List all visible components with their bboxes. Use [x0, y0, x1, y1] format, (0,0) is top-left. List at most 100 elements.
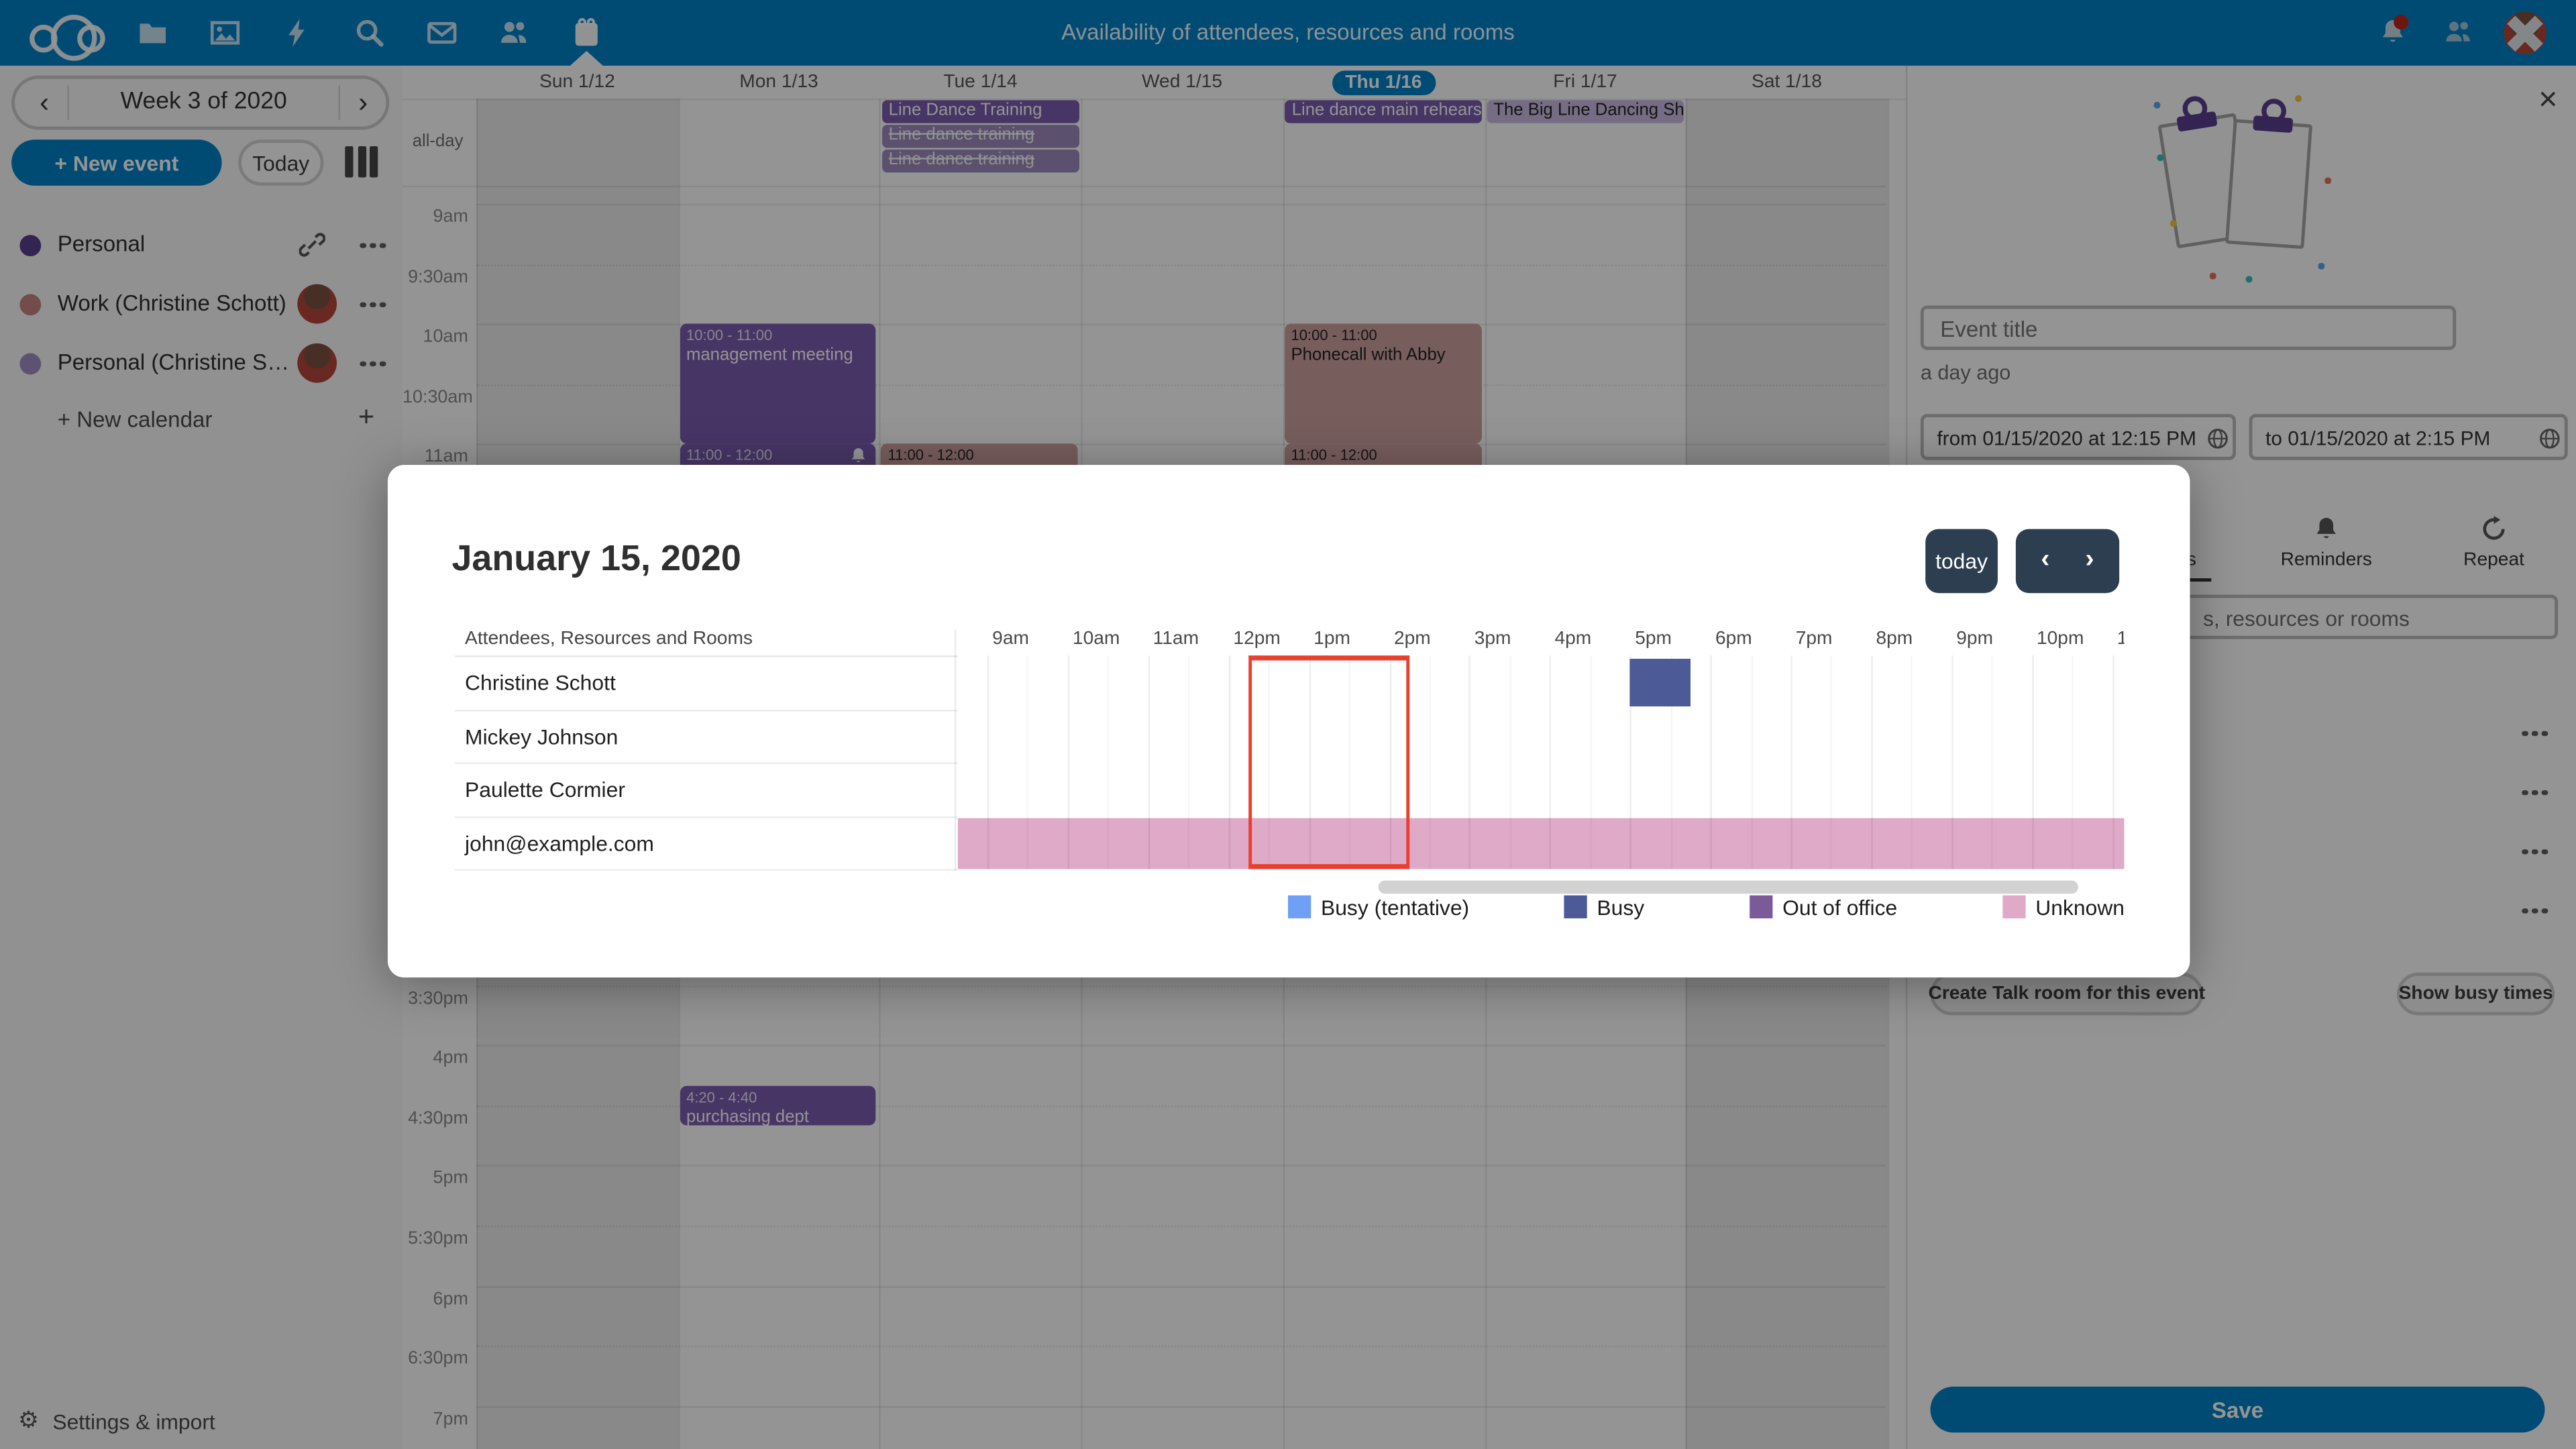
names-grid-divider	[954, 629, 957, 871]
calendar-list-item[interactable]: Personal (Christine Scho…	[0, 340, 402, 386]
timeline-hour-line	[1951, 655, 1953, 870]
active-app-notch	[570, 50, 603, 66]
start-datetime-value: from 01/15/2020 at 12:15 PM	[1937, 427, 2196, 451]
week-switcher-divider	[338, 85, 340, 120]
timeline-hour-label: 8pm	[1876, 629, 1913, 649]
timeline-hour-label: 1pm	[1313, 629, 1350, 649]
calendar-list-item[interactable]: Personal	[0, 222, 402, 268]
user-avatar[interactable]	[2504, 11, 2546, 54]
hour-gridline	[476, 1165, 1886, 1167]
settings-import-button[interactable]: ⚙ Settings & import	[0, 1400, 402, 1446]
show-busy-times-button[interactable]: Show busy times	[2397, 972, 2555, 1016]
timeline-half-hour-line	[1831, 655, 1832, 869]
timeline-hour-line	[2031, 655, 2034, 870]
contacts-menu-icon[interactable]	[2445, 18, 2473, 46]
time-gutter-label: 6:30pm	[408, 1348, 468, 1369]
time-gutter-label: 11am	[424, 447, 468, 468]
next-week-button[interactable]: ›	[358, 87, 368, 119]
time-gutter-label: 4:30pm	[408, 1108, 468, 1128]
nextcloud-logo[interactable]	[30, 13, 105, 61]
files-app-icon[interactable]	[138, 18, 168, 48]
confetti-dot	[2295, 95, 2301, 101]
day-header[interactable]: Wed 1/15	[1141, 72, 1223, 93]
attendee-name: Paulette Cormier	[465, 777, 625, 802]
calendar-list-item[interactable]: Work (Christine Schott)	[0, 281, 402, 327]
timezone-globe-icon[interactable]	[2538, 427, 2561, 450]
calendar-actions-menu[interactable]	[360, 241, 386, 250]
modal-today-button[interactable]: today	[1925, 529, 1998, 594]
view-grid-bar	[357, 146, 366, 178]
day-header[interactable]: Tue 1/14	[943, 72, 1018, 93]
calendar-color-dot	[19, 235, 42, 257]
day-header[interactable]: Mon 1/13	[739, 72, 818, 93]
allday-separator	[402, 185, 1886, 188]
tab-reminders[interactable]: Reminders	[2253, 513, 2400, 582]
close-sidebar-icon[interactable]: ×	[2538, 82, 2558, 119]
notifications-bell-icon[interactable]	[2379, 15, 2409, 46]
timed-event[interactable]: 10:00 - 11:00 management meeting	[680, 323, 877, 444]
event-title-input[interactable]: Event title	[1920, 305, 2457, 350]
calendar-app-icon[interactable]	[572, 17, 601, 48]
activity-app-icon[interactable]	[282, 18, 312, 48]
hour-gridline	[476, 323, 1886, 326]
previous-week-button[interactable]: ‹	[40, 87, 50, 119]
calendar-actions-menu[interactable]	[360, 301, 386, 309]
today-button[interactable]: Today	[238, 140, 324, 186]
timeline-hour-line	[1148, 655, 1150, 870]
half-hour-gridline	[476, 264, 1886, 266]
view-grid-icon[interactable]	[345, 146, 378, 179]
attendee-actions-menu[interactable]	[2522, 789, 2548, 797]
save-button[interactable]: Save	[1930, 1386, 2545, 1433]
timed-event[interactable]: 10:00 - 11:00 Phonecall with Abby	[1284, 323, 1481, 444]
attendee-actions-menu[interactable]	[2522, 848, 2548, 856]
allday-event[interactable]: Line dance training	[881, 149, 1079, 172]
week-label: Week 3 of 2020	[120, 89, 287, 115]
day-header[interactable]: Fri 1/17	[1553, 72, 1617, 93]
bell-icon	[2313, 516, 2339, 542]
legend-label: Busy (tentative)	[1320, 895, 1470, 920]
timeline-hour-label: 2pm	[1393, 629, 1431, 649]
day-header[interactable]: Sun 1/12	[539, 72, 615, 93]
timed-event[interactable]: 4:20 - 4:40 purchasing dept	[680, 1085, 877, 1126]
attendee-name: Christine Schott	[465, 670, 616, 695]
tab-repeat[interactable]: Repeat	[2420, 513, 2567, 582]
timeline-scrollbar[interactable]	[1378, 880, 2078, 894]
legend-label: Busy	[1597, 895, 1645, 920]
last-modified-label: a day ago	[1920, 361, 2011, 385]
allday-event[interactable]: The Big Line Dancing Show	[1487, 100, 1684, 123]
photos-app-icon[interactable]	[210, 18, 240, 48]
event-time: 11:00 - 12:00	[1291, 447, 1377, 464]
search-app-icon[interactable]	[355, 18, 384, 48]
end-datetime-field[interactable]: to 01/15/2020 at 2:15 PM	[2249, 414, 2568, 460]
attendee-actions-menu[interactable]	[2522, 729, 2548, 737]
new-event-button[interactable]: + New event	[11, 140, 222, 186]
mail-app-icon[interactable]	[427, 18, 457, 48]
timeline-hour-label: 5pm	[1635, 629, 1672, 649]
timeline-half-hour-line	[2072, 655, 2074, 869]
timeline-hour-line	[1550, 655, 1552, 870]
new-calendar-button[interactable]: + New calendar +	[0, 399, 402, 442]
calendar-actions-menu[interactable]	[360, 360, 386, 368]
next-day-button[interactable]: ›	[2085, 545, 2094, 574]
confetti-dot	[2245, 276, 2252, 282]
contacts-app-icon[interactable]	[499, 18, 529, 48]
timeline-hour-label: 10am	[1072, 629, 1120, 649]
hour-gridline	[476, 1405, 1886, 1408]
timezone-globe-icon[interactable]	[2206, 427, 2229, 450]
time-gutter-label: 7pm	[433, 1409, 468, 1429]
start-datetime-field[interactable]: from 01/15/2020 at 12:15 PM	[1920, 414, 2237, 460]
availability-timeline: 9am 10am 11am 12pm 1pm 2pm 3pm 4pm 5pm 6pm 7pm 8pm 9…	[957, 608, 2125, 871]
allday-event[interactable]: Line dance main rehearsal	[1285, 100, 1483, 123]
event-time: 10:00 - 11:00	[686, 327, 773, 344]
attendee-actions-menu[interactable]	[2522, 907, 2548, 915]
day-header[interactable]: Sat 1/18	[1752, 72, 1822, 93]
previous-day-button[interactable]: ‹	[2041, 545, 2050, 574]
view-grid-bar	[345, 146, 354, 178]
allday-event[interactable]: Line dance training	[881, 125, 1079, 148]
allday-event[interactable]: Line Dance Training	[881, 100, 1079, 123]
share-link-icon[interactable]	[299, 231, 325, 258]
availability-modal: January 15, 2020 today ‹ › Attendees, Resour…	[387, 465, 2190, 978]
timeline-hour-label: 3pm	[1474, 629, 1511, 649]
day-header[interactable]: Thu 1/16	[1283, 66, 1484, 99]
